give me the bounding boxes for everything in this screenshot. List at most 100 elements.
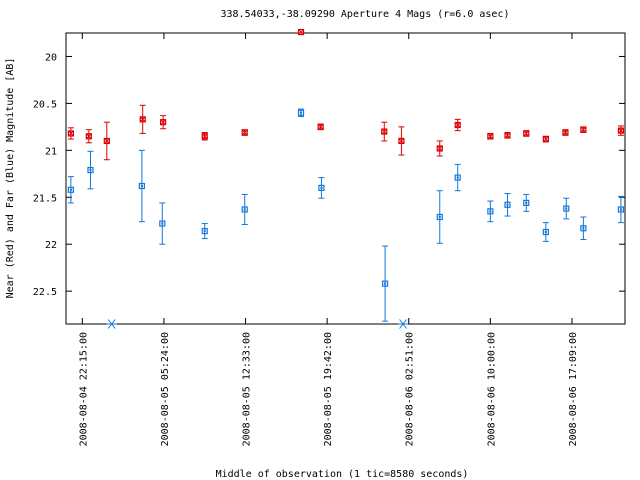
chart-title: 338.54033,-38.09290 Aperture 4 Mags (r=6… bbox=[221, 9, 510, 20]
data-point bbox=[504, 201, 511, 208]
point-cross bbox=[381, 128, 388, 135]
point-fill bbox=[582, 227, 585, 230]
data-point bbox=[617, 127, 625, 134]
data-point bbox=[67, 186, 74, 193]
point-cross bbox=[504, 132, 511, 139]
asterisk-marker bbox=[106, 319, 117, 329]
point-fill bbox=[619, 208, 622, 211]
point-cross bbox=[201, 133, 208, 140]
data-point bbox=[542, 228, 549, 236]
y-tick-label: 22 bbox=[45, 240, 57, 251]
point-square bbox=[542, 135, 549, 143]
point-square bbox=[487, 208, 494, 215]
point-square bbox=[523, 199, 530, 207]
point-square bbox=[85, 133, 92, 140]
data-point bbox=[318, 184, 325, 191]
point-square bbox=[487, 133, 494, 140]
point-cross bbox=[298, 29, 304, 35]
data-point bbox=[201, 227, 208, 235]
data-point bbox=[542, 135, 549, 143]
point-square bbox=[297, 109, 305, 116]
x-tick-label: 2008-08-05 12:33:00 bbox=[242, 332, 253, 446]
x-axis: 2008-08-04 22:15:00 2008-08-05 05:24:00 20… bbox=[78, 33, 579, 446]
point-square bbox=[617, 127, 625, 134]
point-fill bbox=[544, 231, 547, 234]
point-square bbox=[381, 128, 388, 135]
x-tick-label: 2008-08-06 02:51:00 bbox=[405, 332, 416, 446]
data-point bbox=[381, 280, 389, 287]
data-point bbox=[563, 205, 570, 212]
point-fill bbox=[456, 176, 459, 179]
point-cross bbox=[542, 136, 549, 142]
data-point bbox=[436, 145, 443, 152]
data-point bbox=[562, 129, 569, 136]
plot-frame bbox=[65, 32, 626, 325]
x-tick-label: 2008-08-05 05:24:00 bbox=[160, 332, 171, 446]
point-square bbox=[398, 137, 405, 145]
y-axis-label: Near (Red) and Far (Blue) Magnitude [AB] bbox=[5, 58, 16, 299]
point-square bbox=[139, 116, 146, 123]
point-square bbox=[542, 228, 549, 236]
point-square bbox=[436, 145, 443, 152]
point-cross bbox=[580, 126, 587, 133]
point-square bbox=[160, 119, 167, 126]
point-square bbox=[318, 184, 325, 191]
data-point bbox=[580, 126, 587, 133]
data-point bbox=[523, 199, 530, 207]
point-cross bbox=[523, 130, 530, 137]
point-cross bbox=[241, 129, 248, 136]
x-tick-label: 2008-08-04 22:15:00 bbox=[78, 332, 89, 446]
point-square bbox=[563, 205, 570, 212]
point-square bbox=[67, 130, 74, 137]
point-cross bbox=[618, 127, 624, 134]
data-point bbox=[617, 206, 625, 213]
point-square bbox=[436, 213, 443, 221]
point-square bbox=[241, 129, 248, 136]
data-point bbox=[103, 137, 110, 145]
y-axis: 20 20.5 21 21.5 22 22.5 bbox=[33, 52, 625, 298]
data-point bbox=[398, 137, 405, 145]
point-fill bbox=[320, 186, 323, 189]
data-point bbox=[487, 208, 494, 215]
x-tick-label: 2008-08-06 17:09:00 bbox=[568, 332, 579, 446]
point-cross bbox=[454, 122, 461, 128]
series-far-blue bbox=[67, 108, 625, 322]
point-square bbox=[454, 121, 461, 129]
point-fill bbox=[243, 208, 246, 211]
data-point bbox=[160, 119, 167, 126]
point-fill bbox=[506, 203, 509, 206]
y-tick-label: 22.5 bbox=[33, 287, 57, 298]
data-point bbox=[159, 220, 166, 227]
point-square bbox=[138, 182, 145, 190]
point-square bbox=[562, 129, 569, 136]
point-cross bbox=[85, 133, 92, 140]
point-cross bbox=[436, 145, 443, 152]
point-square bbox=[159, 220, 166, 227]
data-point bbox=[454, 174, 461, 181]
point-square bbox=[381, 280, 389, 287]
point-fill bbox=[140, 185, 143, 188]
point-square bbox=[317, 123, 324, 130]
point-cross bbox=[68, 130, 74, 137]
x-axis-label: Middle of observation (1 tic=8580 second… bbox=[216, 469, 469, 480]
data-point bbox=[241, 129, 248, 136]
y-tick-label: 20 bbox=[45, 52, 57, 63]
point-fill bbox=[89, 169, 92, 172]
point-fill bbox=[525, 201, 528, 204]
data-point bbox=[580, 225, 587, 232]
x-tick-label: 2008-08-06 10:00:00 bbox=[486, 332, 497, 446]
point-cross bbox=[139, 116, 146, 123]
data-point bbox=[87, 166, 94, 174]
data-point bbox=[381, 128, 388, 135]
point-cross bbox=[398, 138, 405, 144]
point-square bbox=[580, 126, 587, 133]
data-point bbox=[504, 132, 511, 139]
data-point bbox=[201, 133, 208, 140]
point-square bbox=[504, 201, 511, 208]
x-tick-label: 2008-08-05 19:42:00 bbox=[323, 332, 334, 446]
point-fill bbox=[161, 222, 164, 225]
point-cross bbox=[562, 129, 569, 136]
point-square bbox=[454, 174, 461, 181]
series-near-red bbox=[67, 28, 625, 161]
